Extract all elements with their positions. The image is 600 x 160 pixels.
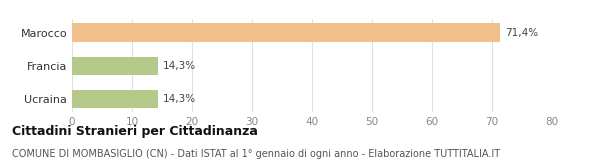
- Text: 14,3%: 14,3%: [163, 61, 196, 71]
- Bar: [72, 23, 500, 42]
- Text: Cittadini Stranieri per Cittadinanza: Cittadini Stranieri per Cittadinanza: [12, 125, 258, 138]
- Text: COMUNE DI MOMBASIGLIO (CN) - Dati ISTAT al 1° gennaio di ogni anno - Elaborazion: COMUNE DI MOMBASIGLIO (CN) - Dati ISTAT …: [12, 149, 500, 159]
- Text: 14,3%: 14,3%: [163, 94, 196, 104]
- Bar: [72, 56, 158, 75]
- Text: 71,4%: 71,4%: [505, 28, 538, 37]
- Bar: [72, 90, 158, 108]
